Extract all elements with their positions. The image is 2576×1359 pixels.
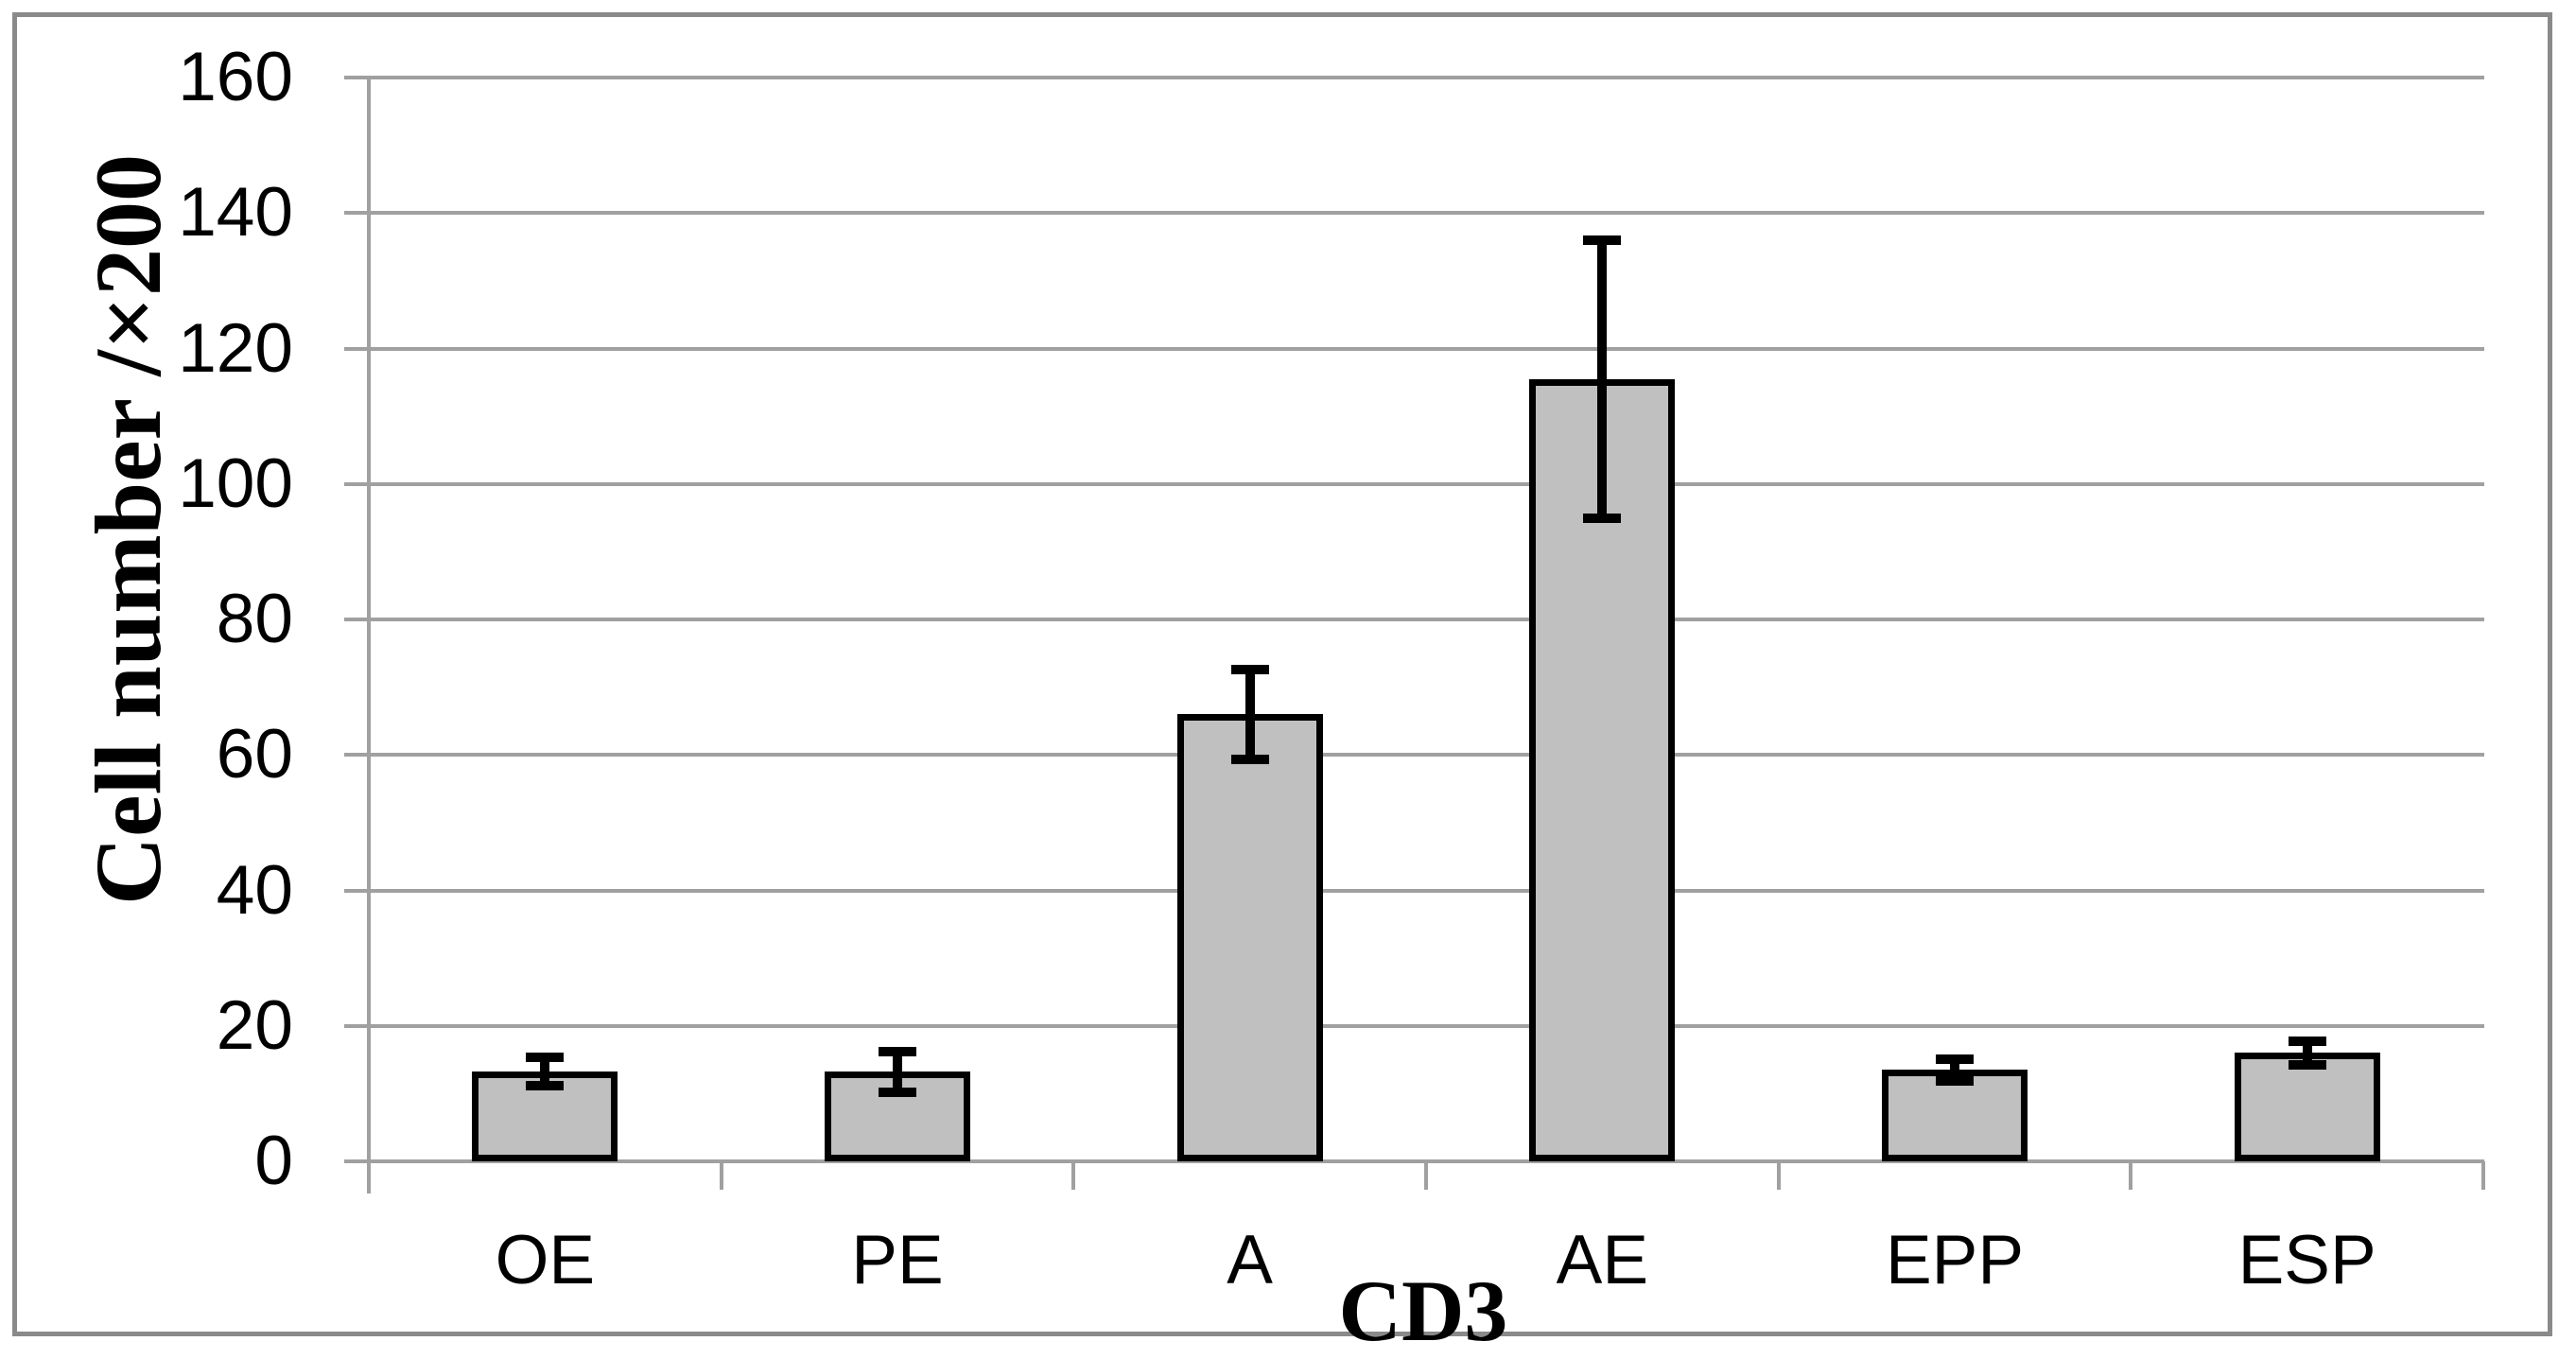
x-axis-tick — [2129, 1161, 2133, 1190]
y-tick-label: 20 — [216, 986, 293, 1064]
error-bar-stem — [1597, 239, 1608, 518]
x-category-label: ESP — [2237, 1222, 2376, 1298]
y-axis-tick — [344, 618, 369, 621]
bar-A — [1176, 714, 1323, 1161]
y-tick-label: 160 — [178, 39, 293, 115]
gridline — [369, 753, 2484, 758]
y-tick-label: 40 — [216, 851, 293, 929]
x-category-label: PE — [851, 1222, 944, 1298]
gridline — [369, 76, 2484, 79]
gridline — [369, 618, 2484, 621]
error-bar-bottom-cap — [2288, 1059, 2326, 1070]
gridline — [369, 1023, 2484, 1028]
x-axis-tick — [367, 1161, 371, 1190]
y-axis-tick — [344, 753, 369, 758]
x-axis-tick — [719, 1161, 723, 1190]
error-bar-stem — [893, 1051, 902, 1092]
y-axis-tick — [344, 1023, 369, 1028]
error-bar-bottom-cap — [1583, 513, 1622, 523]
error-bar-top-cap — [879, 1046, 916, 1056]
y-axis-tick — [344, 481, 369, 486]
y-axis-tick — [344, 211, 369, 216]
y-axis-tick — [344, 76, 369, 79]
y-tick-label: 80 — [216, 581, 293, 657]
x-category-label: AE — [1556, 1222, 1649, 1298]
error-bar-stem — [1950, 1058, 1959, 1081]
error-bar-top-cap — [1230, 665, 1269, 674]
error-bar-top-cap — [2288, 1037, 2326, 1047]
error-bar-bottom-cap — [879, 1087, 916, 1097]
gridline — [369, 211, 2484, 216]
error-bar-bottom-cap — [1936, 1075, 1974, 1086]
y-axis-line — [367, 78, 371, 1193]
x-axis-title: CD3 — [1338, 1263, 1508, 1359]
y-axis-title: Cell number /×200 — [76, 153, 181, 906]
error-bar-top-cap — [1583, 235, 1622, 245]
y-axis-tick — [344, 346, 369, 351]
error-bar-bottom-cap — [526, 1081, 565, 1091]
error-bar-top-cap — [526, 1053, 565, 1063]
y-axis-tick — [344, 1159, 369, 1163]
error-bar-stem — [2302, 1041, 2312, 1065]
x-category-label: OE — [495, 1222, 596, 1298]
y-tick-label: 100 — [178, 444, 293, 522]
y-tick-label: 0 — [254, 1123, 293, 1199]
gridline — [369, 346, 2484, 351]
gridline — [369, 888, 2484, 893]
error-bar-top-cap — [1936, 1054, 1974, 1064]
x-category-label: A — [1227, 1222, 1273, 1298]
x-category-label: EPP — [1885, 1222, 2025, 1298]
error-bar-bottom-cap — [1230, 754, 1269, 764]
bar-ESP — [2234, 1053, 2380, 1161]
error-bar-stem — [1244, 670, 1255, 759]
x-axis-tick — [2481, 1161, 2485, 1190]
y-axis-tick — [344, 888, 369, 893]
figure-border — [12, 12, 2552, 1336]
y-tick-label: 60 — [216, 716, 293, 793]
gridline — [369, 481, 2484, 486]
y-tick-label: 120 — [178, 309, 293, 387]
x-axis-tick — [1424, 1161, 1428, 1190]
y-tick-label: 140 — [178, 174, 293, 252]
x-axis-tick — [1071, 1161, 1076, 1190]
error-bar-stem — [540, 1057, 550, 1087]
x-axis-tick — [1776, 1161, 1781, 1190]
